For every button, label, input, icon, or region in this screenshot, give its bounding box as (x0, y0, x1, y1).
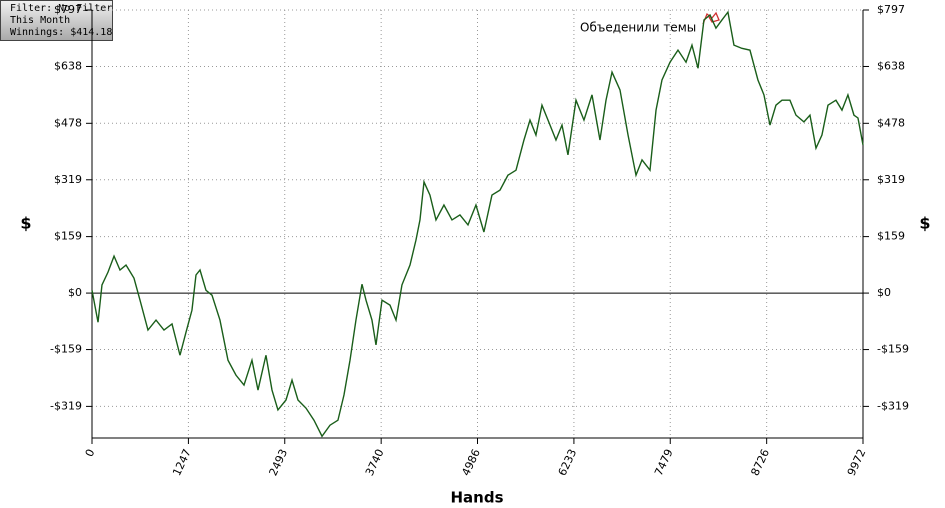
y2-tick-label: -$319 (877, 399, 909, 412)
x-tick-label: 0 (83, 447, 98, 459)
x-tick-label: 9972 (845, 447, 869, 478)
y-tick-label: $797 (54, 3, 82, 16)
y-tick-label: $319 (54, 173, 82, 186)
y2-tick-label: $319 (877, 173, 905, 186)
y2-tick-label: $478 (877, 116, 905, 129)
x-tick-label: 7479 (652, 447, 676, 478)
x-tick-label: 3740 (363, 447, 387, 478)
x-tick-label: 8726 (748, 447, 772, 478)
y2-axis-title: $ (919, 214, 930, 233)
y-tick-label: $478 (54, 116, 82, 129)
filter-text: Winnings: $414.18 (10, 27, 112, 38)
y-tick-label: -$319 (50, 399, 82, 412)
series-line (91, 10, 864, 438)
y-tick-label: $0 (68, 286, 82, 299)
x-tick-label: 4986 (459, 447, 483, 478)
y2-tick-label: -$159 (877, 343, 909, 356)
y2-tick-label: $159 (877, 230, 905, 243)
y2-tick-label: $638 (877, 59, 905, 72)
x-tick-label: 1247 (170, 447, 194, 478)
y2-tick-label: $797 (877, 3, 905, 16)
y-axis-title: $ (20, 214, 31, 233)
x-axis-title: Hands (450, 489, 503, 507)
annotation-marker (702, 11, 720, 25)
y-tick-label: $638 (54, 59, 82, 72)
filter-box (0, 0, 113, 41)
x-tick-label: 6233 (556, 447, 580, 478)
y-tick-label: -$159 (50, 343, 82, 356)
annotation: Объеденили темы (580, 21, 696, 35)
filter-text: This Month (10, 15, 70, 26)
y-tick-label: $159 (54, 230, 82, 243)
filter-text: Filter: No Filter (10, 3, 112, 14)
y2-tick-label: $0 (877, 286, 891, 299)
x-tick-label: 2493 (267, 447, 291, 478)
